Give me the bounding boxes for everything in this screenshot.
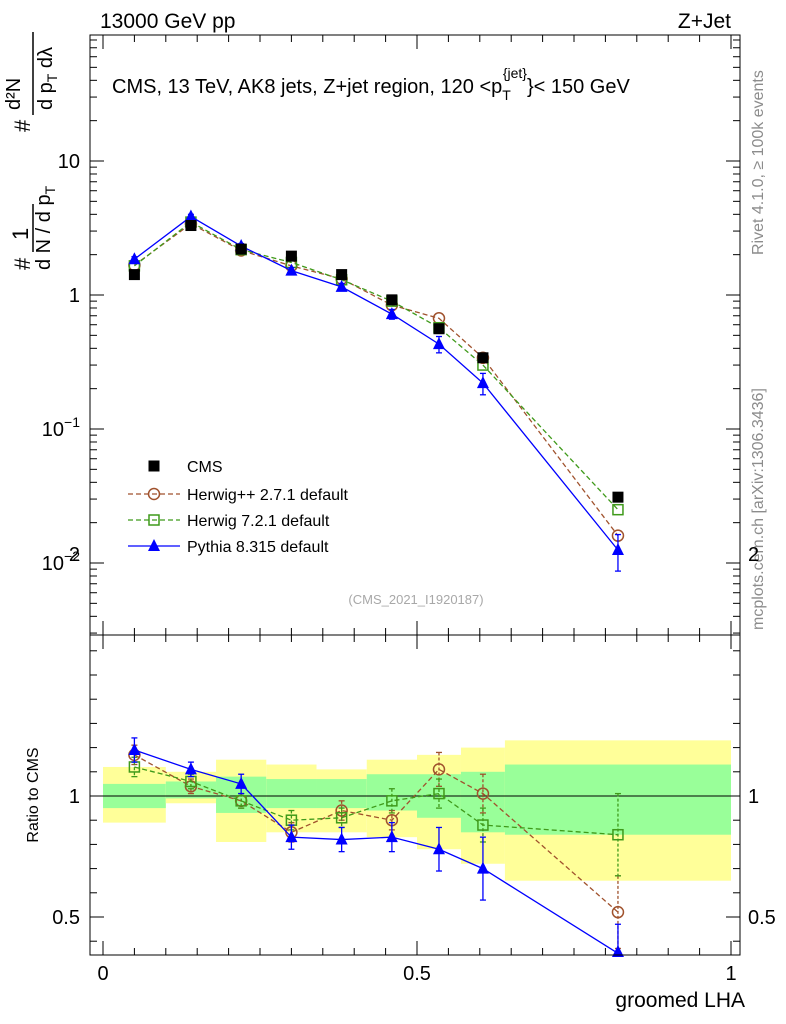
legend-item-herwig7: Herwig 7.2.1 default [128, 513, 330, 530]
ratio-point [476, 787, 490, 800]
data-point [336, 269, 348, 281]
legend: CMS Herwig++ 2.7.1 default Herwig 7.2.1 de… [128, 459, 349, 556]
x-tick-label: 0 [97, 963, 108, 985]
ratio-point [432, 842, 445, 855]
x-tick-label: 0.5 [403, 963, 431, 985]
ratio-line [134, 754, 619, 913]
ratio-point [432, 763, 446, 776]
y-tick-label: 10 [58, 151, 80, 173]
uncertainty-band-inner [266, 779, 317, 809]
y-tick-label-right: 0.5 [748, 907, 776, 929]
data-point [128, 269, 140, 281]
data-point [477, 352, 489, 364]
svg-text:1: 1 [8, 228, 33, 240]
legend-marker [148, 514, 160, 526]
ratio-point [335, 812, 348, 824]
header-right: Z+Jet [678, 10, 731, 33]
svg-text:d²N: d²N [3, 78, 25, 110]
data-point [235, 243, 247, 255]
ratio-point [477, 819, 489, 831]
data-point [335, 279, 348, 292]
series-line [134, 223, 619, 537]
lower-frame [89, 634, 741, 956]
data-point [611, 543, 624, 556]
y-tick-label: 10−1 [42, 414, 80, 441]
svg-text:#: # [10, 257, 35, 270]
legend-label: CMS [187, 459, 223, 476]
y-tick-label-right: 2 [748, 544, 759, 566]
data-point [285, 263, 298, 276]
data-point [612, 491, 624, 503]
legend-marker [148, 460, 160, 472]
data-point [385, 307, 398, 320]
ratio-point [184, 762, 197, 775]
legend-item-herwigpp: Herwig++ 2.7.1 default [128, 487, 349, 504]
data-point [185, 220, 197, 232]
y-tick-label: 10−2 [42, 548, 80, 575]
header-left: 13000 GeV pp [100, 10, 235, 33]
ratio-point [128, 743, 141, 756]
lower-panel [90, 740, 740, 881]
ratio-series-pythia [128, 737, 624, 957]
svg-text:#: # [10, 119, 35, 132]
svg-text:d N / d pT: d N / d pT [33, 185, 58, 270]
legend-label: Herwig 7.2.1 default [187, 513, 330, 530]
plot-title: CMS, 13 TeV, AK8 jets, Z+jet region, 120… [112, 65, 630, 103]
y-tick-label: 2 [69, 544, 80, 566]
ratio-point [612, 828, 624, 841]
data-point [184, 209, 197, 222]
data-point [432, 337, 445, 350]
x-axis-label: groomed LHA [615, 989, 745, 1012]
ratio-point [385, 830, 398, 843]
ratio-point [476, 861, 489, 874]
ratio-point [611, 905, 625, 919]
ratio-point [611, 945, 624, 957]
lower-ylabel: Ratio to CMS [25, 747, 42, 842]
upper-ylabel: # 1 d N / d pT # d²N d pT dλ [3, 32, 60, 270]
data-point [612, 503, 624, 516]
legend-label: Herwig++ 2.7.1 default [187, 487, 349, 504]
legend-marker [147, 487, 161, 501]
y-tick-label: 1 [69, 285, 80, 307]
mcplots-label: mcplots.cern.ch [arXiv:1306.3436] [750, 388, 767, 630]
upper-series [128, 209, 625, 572]
ratio-line [134, 766, 619, 836]
data-point [128, 252, 141, 265]
rivet-label: Rivet 4.1.0, ≥ 100k events [750, 70, 767, 255]
data-point [476, 376, 489, 389]
ratio-point [235, 795, 247, 807]
legend-item-pythia: Pythia 8.315 default [128, 539, 329, 556]
y-tick-label-right: 1 [748, 786, 759, 808]
ratio-point [235, 776, 248, 789]
ratio-point [433, 787, 445, 800]
lower-series [128, 737, 625, 957]
upper-axes: 10−2 10−1 1 10 [42, 35, 740, 635]
y-tick-label: 1 [69, 786, 80, 808]
legend-marker [148, 539, 160, 551]
series-cms [128, 220, 624, 503]
x-tick-label: 1 [725, 963, 736, 985]
y-tick-label: 0.5 [52, 907, 80, 929]
legend-label: Pythia 8.315 default [187, 539, 329, 556]
data-point [285, 250, 297, 262]
data-point [433, 323, 445, 335]
legend-item-cms: CMS [148, 459, 223, 476]
data-point [386, 294, 398, 306]
ratio-point [335, 832, 348, 845]
lower-axes: 0.5 0.5 1 1 2 2 0 0.5 1 [52, 544, 776, 985]
svg-text:d pT dλ: d pT dλ [35, 47, 60, 110]
analysis-watermark: (CMS_2021_I1920187) [348, 592, 483, 607]
ratio-point [386, 795, 398, 807]
ratio-point [285, 830, 298, 843]
